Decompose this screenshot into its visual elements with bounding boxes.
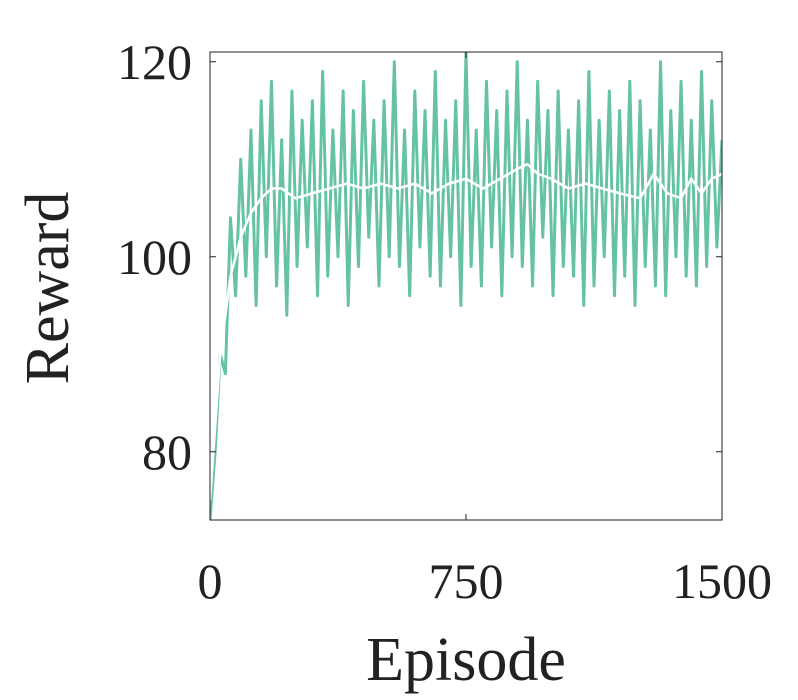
x-tick-label: 0 <box>198 553 223 609</box>
y-tick-label: 120 <box>117 34 192 90</box>
y-axis-label: Reward <box>14 192 82 385</box>
series-line <box>210 52 722 520</box>
x-tick-label: 750 <box>429 553 504 609</box>
x-tick-label: 1500 <box>672 553 772 609</box>
y-tick-label: 80 <box>142 424 192 480</box>
y-tick-label: 100 <box>117 229 192 285</box>
series-line <box>210 162 722 501</box>
plot-area <box>210 52 722 520</box>
x-axis-label: Episode <box>366 626 566 694</box>
